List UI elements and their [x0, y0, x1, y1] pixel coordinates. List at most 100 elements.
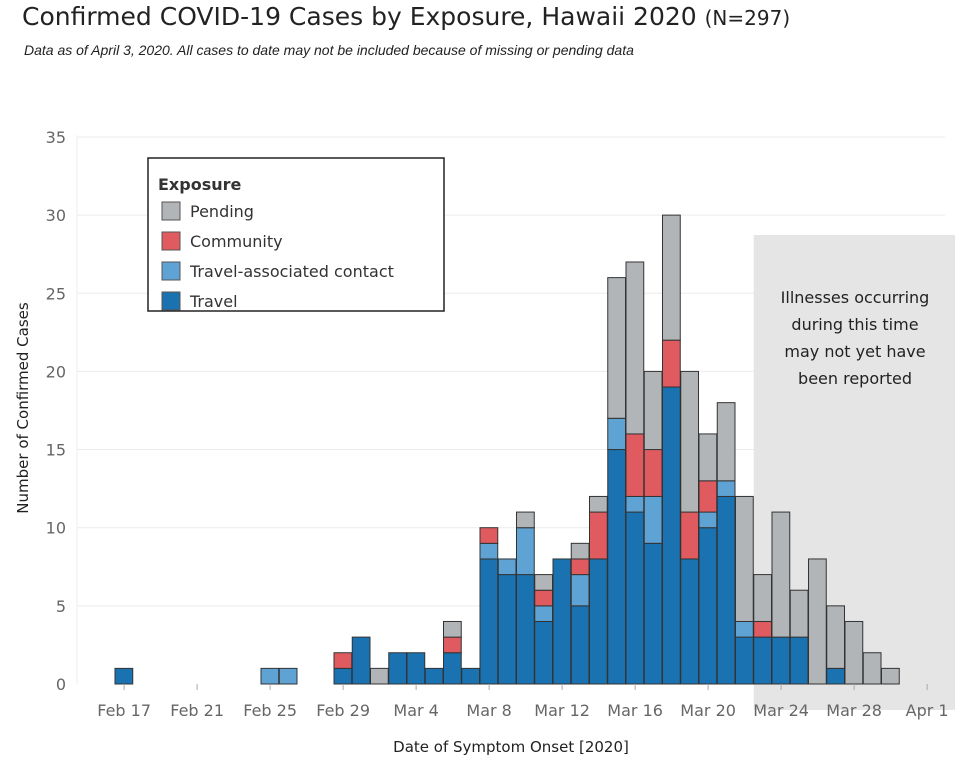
bar-segment — [479, 558, 499, 685]
bar-segment — [753, 620, 772, 638]
bar-segment — [662, 214, 681, 341]
bar-segment — [497, 574, 517, 685]
bar-segment — [862, 652, 882, 685]
x-axis-ticks: Feb 17 Feb 21 Feb 25 Feb 29 Mar 4 Mar 8 Mar 12… — [97, 684, 949, 720]
bar-segment — [789, 589, 809, 638]
bar-segment — [698, 480, 718, 513]
note-line: may not yet have — [784, 342, 925, 361]
note-line: Illnesses occurring — [781, 288, 930, 307]
x-tick-label: Mar 16 — [607, 701, 663, 720]
bar-segment — [643, 542, 663, 685]
bar-segment — [516, 511, 535, 529]
y-tick-label: 0 — [56, 675, 66, 694]
legend-swatch — [161, 261, 181, 281]
bar-segment — [461, 667, 480, 685]
bar-segment — [589, 511, 608, 560]
bar-segment — [534, 620, 553, 685]
bar-segment — [625, 261, 645, 435]
chart-title: Confirmed COVID-19 Cases by Exposure, Ha… — [22, 2, 790, 31]
legend-swatch — [161, 231, 181, 251]
bar-segment — [735, 636, 754, 685]
bar-segment — [443, 652, 462, 685]
bar-segment — [680, 370, 699, 513]
bar-segment — [607, 417, 626, 451]
bar-segment — [516, 574, 535, 685]
y-axis-ticks: 0 5 10 15 20 25 30 35 — [46, 128, 66, 694]
chart-subtitle: Data as of April 3, 2020. All cases to d… — [24, 42, 634, 58]
bar-segment — [497, 558, 517, 576]
bar-segment — [753, 574, 772, 622]
y-tick-label: 35 — [46, 128, 66, 147]
bar-segment — [662, 339, 681, 388]
y-tick-label: 5 — [56, 597, 66, 616]
legend-title: Exposure — [158, 175, 242, 194]
bar-segment — [735, 620, 754, 638]
bar-segment — [552, 558, 572, 685]
bar-segment — [370, 667, 389, 685]
bar-segment — [534, 589, 553, 607]
bar-segment — [278, 667, 298, 685]
bar-segment — [716, 495, 736, 685]
bar-segment — [643, 370, 663, 451]
x-tick-label: Feb 25 — [243, 701, 297, 720]
y-tick-label: 25 — [46, 284, 66, 303]
bar-segment — [625, 433, 645, 497]
bar-segment — [826, 667, 845, 685]
bar-segment — [479, 527, 499, 544]
bar-segment — [716, 402, 736, 482]
y-axis-title: Number of Confirmed Cases — [14, 302, 32, 514]
x-tick-label: Mar 20 — [680, 701, 736, 720]
bar-segment — [808, 558, 827, 685]
bar-segment — [333, 652, 353, 669]
bar-segment — [570, 542, 590, 560]
bar-segment — [534, 605, 553, 622]
bar-segment — [534, 574, 553, 591]
x-axis-title: Date of Symptom Onset [2020] — [393, 738, 629, 756]
bar-segment — [771, 511, 791, 638]
bar-segment — [881, 667, 900, 685]
bar-segment — [607, 449, 626, 685]
legend-label: Travel — [189, 292, 238, 311]
bar-segment — [424, 667, 444, 685]
y-tick-label: 20 — [46, 362, 66, 381]
x-tick-label: Feb 17 — [97, 701, 151, 720]
bar-segment — [844, 620, 864, 685]
legend-label: Pending — [190, 202, 254, 221]
bar-segment — [643, 495, 663, 544]
bar-segment — [570, 558, 590, 576]
x-tick-label: Apr 1 — [906, 701, 949, 720]
legend-label: Community — [190, 232, 283, 251]
y-tick-label: 15 — [46, 441, 66, 460]
legend-label: Travel-associated contact — [189, 262, 394, 281]
bar-segment — [698, 527, 718, 685]
bar-segment — [753, 636, 772, 685]
x-tick-label: Mar 12 — [534, 701, 590, 720]
bar-segment — [333, 667, 353, 685]
bar-segment — [114, 667, 134, 685]
y-tick-label: 30 — [46, 206, 66, 225]
bar-segment — [570, 574, 590, 607]
x-tick-label: Feb 21 — [170, 701, 224, 720]
chart-title-text: Confirmed COVID-19 Cases by Exposure, Ha… — [22, 2, 697, 31]
bar-segment — [351, 636, 371, 685]
bar-segment — [443, 636, 462, 654]
note-line: during this time — [791, 315, 918, 334]
bar-segment — [680, 558, 699, 685]
bar-segment — [260, 667, 280, 685]
bar-segment — [698, 433, 718, 482]
x-tick-label: Mar 4 — [393, 701, 438, 720]
legend-swatch — [161, 201, 181, 221]
bar-segment — [625, 495, 645, 513]
bar-segment — [388, 652, 407, 685]
x-tick-label: Mar 24 — [753, 701, 809, 720]
bar-segment — [680, 511, 699, 560]
case-count: (N=297) — [704, 6, 791, 30]
bar-segment — [716, 480, 736, 497]
x-tick-label: Feb 29 — [316, 701, 370, 720]
bar-segment — [516, 527, 535, 576]
bar-segment — [589, 495, 608, 513]
bar-segment — [479, 542, 499, 560]
y-tick-label: 10 — [46, 519, 66, 538]
x-tick-label: Mar 28 — [826, 701, 882, 720]
